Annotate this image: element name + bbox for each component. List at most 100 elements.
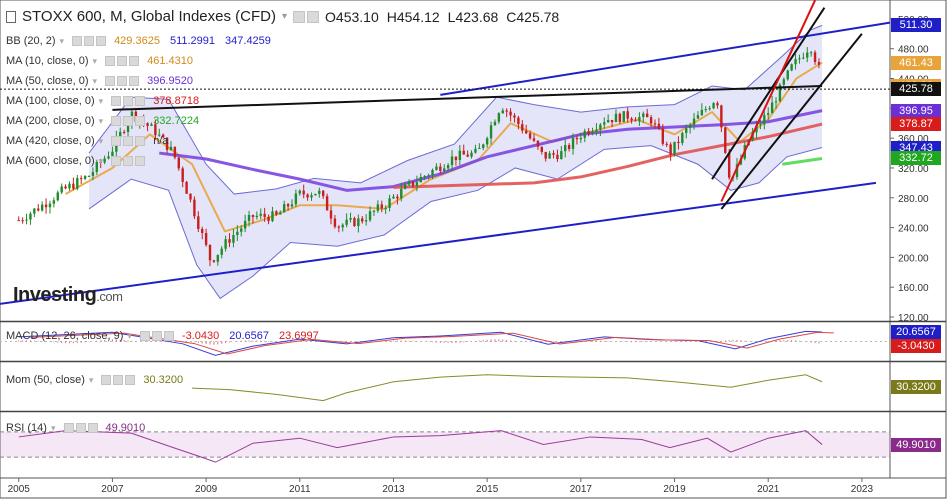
candle-body-124 bbox=[501, 110, 504, 114]
gear-icon[interactable] bbox=[75, 423, 86, 433]
legend-row-4-controls[interactable] bbox=[111, 116, 146, 126]
legend-row-3[interactable]: MA (100, close, 0) ▾ 378.8718 bbox=[6, 95, 205, 107]
chevron-down-icon[interactable]: ▾ bbox=[98, 155, 104, 166]
candle-body-201 bbox=[802, 57, 805, 59]
eye-icon[interactable] bbox=[139, 331, 150, 341]
candle-body-174 bbox=[696, 115, 700, 119]
eye-icon[interactable] bbox=[105, 76, 116, 86]
eye-icon[interactable] bbox=[72, 36, 83, 46]
candle-body-36 bbox=[158, 134, 161, 136]
legend-row-6-controls[interactable] bbox=[111, 156, 146, 166]
candle-body-94 bbox=[384, 207, 387, 209]
gear-icon[interactable] bbox=[117, 76, 128, 86]
momentum-legend[interactable]: Mom (50, close) ▾ 30.3200 bbox=[6, 374, 189, 386]
candle-body-58 bbox=[243, 220, 247, 229]
macd-legend-controls[interactable] bbox=[139, 331, 174, 341]
candle-body-51 bbox=[216, 254, 220, 262]
candle-body-116 bbox=[470, 152, 473, 157]
legend-row-2-controls[interactable] bbox=[105, 76, 140, 86]
close-icon[interactable] bbox=[135, 116, 146, 126]
legend-row-4-label: MA (200, close, 0) bbox=[6, 115, 95, 127]
legend-row-5-controls[interactable] bbox=[111, 136, 146, 146]
price-tag-0: 511.30 bbox=[891, 18, 941, 33]
close-icon[interactable] bbox=[135, 136, 146, 146]
candle-body-88 bbox=[361, 218, 364, 222]
chevron-down-icon[interactable]: ▾ bbox=[281, 11, 288, 22]
chevron-down-icon[interactable]: ▾ bbox=[92, 75, 98, 86]
close-icon[interactable] bbox=[96, 36, 107, 46]
ohlc-l: L423.68 bbox=[447, 8, 499, 25]
chevron-down-icon[interactable]: ▾ bbox=[59, 35, 65, 46]
bollinger-lower-line bbox=[88, 145, 823, 300]
eye-icon[interactable] bbox=[111, 116, 122, 126]
eye-icon[interactable] bbox=[111, 136, 122, 146]
eye-icon[interactable] bbox=[101, 375, 112, 385]
legend-row-6[interactable]: MA (600, close, 0) ▾ bbox=[6, 155, 149, 167]
candle-body-37 bbox=[161, 134, 165, 138]
close-icon[interactable] bbox=[163, 331, 174, 341]
candle-body-28 bbox=[126, 122, 130, 132]
chevron-down-icon[interactable]: ▾ bbox=[98, 95, 104, 106]
trendline-2 bbox=[112, 84, 823, 111]
legend-row-1-label: MA (10, close, 0) bbox=[6, 55, 89, 67]
collapse-icon[interactable] bbox=[6, 10, 16, 23]
close-icon[interactable] bbox=[135, 156, 146, 166]
legend-row-5-value-0: n/a bbox=[153, 135, 169, 147]
candle-body-50 bbox=[212, 260, 216, 262]
chart-title-row: STOXX 600, M, Global Indexes (CFD) ▾ O45… bbox=[6, 8, 567, 25]
legend-row-4[interactable]: MA (200, close, 0) ▾ 332.7224 bbox=[6, 115, 205, 127]
macd-legend[interactable]: MACD (12, 26, close, 9) ▾ -3.0430 20.6567 23… bbox=[6, 330, 325, 342]
eye-icon[interactable] bbox=[63, 423, 74, 433]
rsi-legend[interactable]: RSI (14) ▾ 49.9010 bbox=[6, 422, 151, 434]
legend-row-5[interactable]: MA (420, close, 0) ▾ n/a bbox=[6, 135, 174, 147]
candle-body-49 bbox=[208, 244, 212, 261]
momentum-legend-value-0: 30.3200 bbox=[143, 374, 184, 386]
candle-body-132 bbox=[532, 138, 536, 141]
gear-icon[interactable] bbox=[123, 156, 134, 166]
chevron-down-icon[interactable]: ▾ bbox=[88, 374, 94, 385]
x-tick-label-2011: 2011 bbox=[289, 484, 311, 495]
close-icon[interactable] bbox=[87, 423, 98, 433]
eye-icon[interactable] bbox=[111, 156, 122, 166]
eye-icon[interactable] bbox=[105, 56, 116, 66]
candle-body-114 bbox=[462, 150, 465, 155]
legend-row-3-value-0: 378.8718 bbox=[153, 95, 200, 107]
gear-icon[interactable] bbox=[84, 36, 95, 46]
candle-body-19 bbox=[91, 171, 95, 176]
eye-icon[interactable] bbox=[111, 96, 122, 106]
chevron-down-icon[interactable]: ▾ bbox=[50, 422, 56, 433]
momentum-legend-controls[interactable] bbox=[101, 375, 136, 385]
legend-row-2[interactable]: MA (50, close, 0) ▾ 396.9520 bbox=[6, 75, 199, 87]
close-icon[interactable] bbox=[129, 56, 140, 66]
legend-row-1-controls[interactable] bbox=[105, 56, 140, 66]
candle-body-158 bbox=[634, 120, 637, 122]
indicator-tag-macd-0: 20.6567 bbox=[891, 325, 941, 340]
legend-row-0[interactable]: BB (20, 2) ▾ 429.3625 511.2991 347.4259 bbox=[6, 35, 277, 47]
legend-row-3-controls[interactable] bbox=[111, 96, 146, 106]
chevron-down-icon[interactable]: ▾ bbox=[127, 330, 132, 341]
candle-body-18 bbox=[87, 175, 91, 177]
candle-body-133 bbox=[536, 140, 540, 147]
close-icon[interactable] bbox=[135, 96, 146, 106]
gear-icon[interactable] bbox=[123, 96, 134, 106]
gear-icon[interactable] bbox=[117, 56, 128, 66]
gear-icon[interactable] bbox=[123, 136, 134, 146]
rsi-legend-controls[interactable] bbox=[63, 423, 98, 433]
close-icon[interactable] bbox=[125, 375, 136, 385]
legend-row-1[interactable]: MA (10, close, 0) ▾ 461.4310 bbox=[6, 55, 199, 67]
gear-icon[interactable] bbox=[151, 331, 162, 341]
gear-icon[interactable] bbox=[123, 116, 134, 126]
candle-body-122 bbox=[493, 121, 497, 126]
legend-row-0-label: BB (20, 2) bbox=[6, 35, 56, 47]
price-tag-6: 347.43 bbox=[891, 140, 941, 155]
close-icon[interactable] bbox=[129, 76, 140, 86]
chevron-down-icon[interactable]: ▾ bbox=[98, 115, 104, 126]
chevron-down-icon[interactable]: ▾ bbox=[98, 135, 104, 146]
y-tick-label-360: 360.00 bbox=[898, 134, 929, 145]
gear-icon[interactable] bbox=[113, 375, 124, 385]
legend-row-0-controls[interactable] bbox=[72, 36, 107, 46]
candle-body-63 bbox=[263, 213, 266, 217]
chevron-down-icon[interactable]: ▾ bbox=[92, 55, 98, 66]
title-controls[interactable] bbox=[293, 10, 320, 23]
